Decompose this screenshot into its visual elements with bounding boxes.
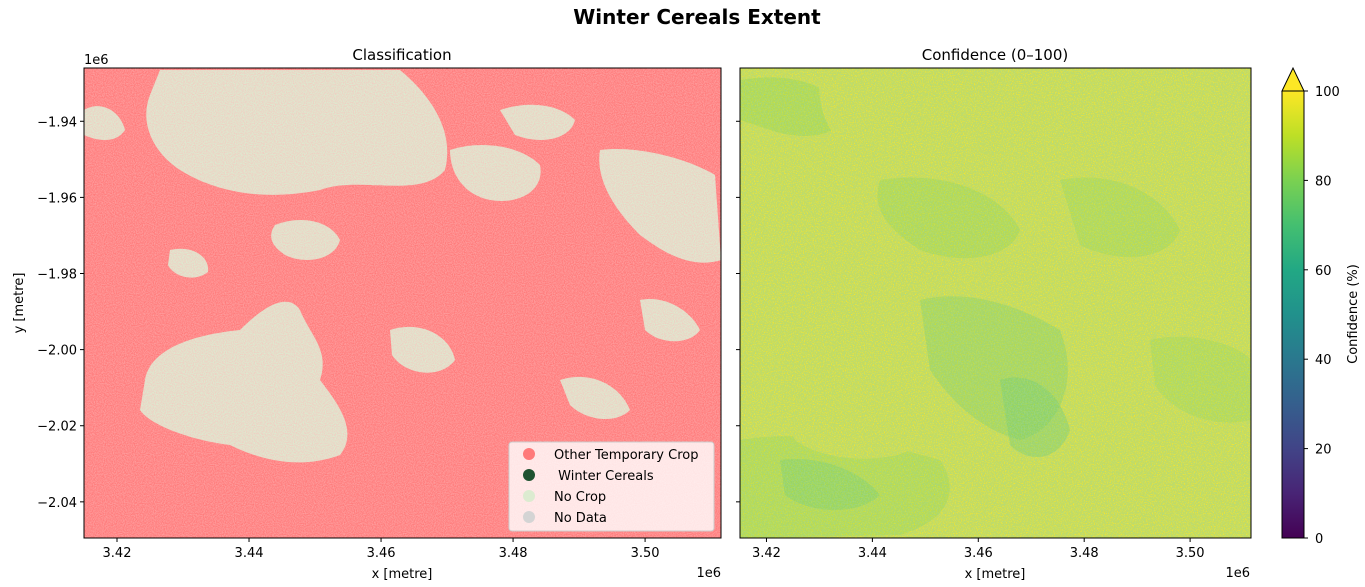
legend-label-other-temporary-crop: Other Temporary Crop [554,448,698,463]
legend-label-winter-cereals: Winter Cereals [554,469,654,484]
colorbar-gradient [1282,91,1304,538]
classification-x-tick-label: 3.48 [499,546,528,561]
legend-entry-no-data: No Data [523,511,607,526]
legend-marker-other-temporary-crop [523,448,535,460]
classification-x-offset: 1e6 [696,566,721,581]
confidence-colorbar: 0 20 40 60 80 100 Confidence (%) [1281,66,1361,547]
classification-y-label: y [metre] [12,273,27,334]
confidence-axes: 3.42 3.44 3.46 3.48 3.50 [736,120,1205,561]
classification-y-tick-label: −1.94 [37,115,77,130]
legend-marker-no-crop [523,490,535,502]
legend-label-no-crop: No Crop [554,490,606,505]
colorbar-tick-label: 100 [1315,85,1340,100]
classification-x-tick-label: 3.50 [631,546,660,561]
figure-title: Winter Cereals Extent [573,5,821,29]
confidence-title: Confidence (0–100) [922,46,1068,64]
confidence-x-offset: 1e6 [1225,566,1250,581]
colorbar-label: Confidence (%) [1346,264,1361,364]
confidence-x-tick-label: 3.50 [1176,546,1205,561]
classification-legend: Other Temporary Crop Winter Cereals No C… [508,441,715,532]
colorbar-extend-arrow [1281,66,1305,92]
classification-title: Classification [352,46,451,64]
confidence-x-tick-label: 3.46 [964,546,993,561]
colorbar-tick-label: 80 [1315,174,1332,189]
colorbar-tick-label: 60 [1315,264,1332,279]
legend-marker-winter-cereals [523,469,535,481]
classification-y-tick-label: −2.02 [37,420,77,435]
classification-y-tick-label: −1.98 [37,268,77,283]
classification-y-tick-label: −2.00 [37,344,77,359]
classification-y-offset: 1e6 [84,53,109,68]
confidence-x-tick-label: 3.48 [1070,546,1099,561]
legend-label-no-data: No Data [554,511,607,526]
legend-entry-other-temporary-crop: Other Temporary Crop [523,448,698,463]
legend-entry-winter-cereals: Winter Cereals [523,469,654,484]
classification-y-tick-label: −1.96 [37,191,77,206]
classification-x-label: x [metre] [372,567,433,582]
classification-y-tick-label: −2.04 [37,496,77,511]
confidence-x-label: x [metre] [965,567,1026,582]
classification-x-tick-label: 3.46 [367,546,396,561]
classification-x-tick-label: 3.44 [235,546,264,561]
colorbar-tick-label: 0 [1315,532,1323,547]
confidence-x-tick-label: 3.42 [752,546,781,561]
confidence-map [740,68,1251,538]
legend-entry-no-crop: No Crop [523,490,606,505]
classification-x-tick-label: 3.42 [103,546,132,561]
confidence-x-tick-label: 3.44 [858,546,887,561]
classification-axes: 3.42 3.44 3.46 3.48 3.50 −1.94 −1.96 −1.98 −2.00… [37,115,659,561]
colorbar-tick-label: 40 [1315,353,1332,368]
colorbar-tick-label: 20 [1315,443,1332,458]
legend-marker-no-data [523,511,535,523]
